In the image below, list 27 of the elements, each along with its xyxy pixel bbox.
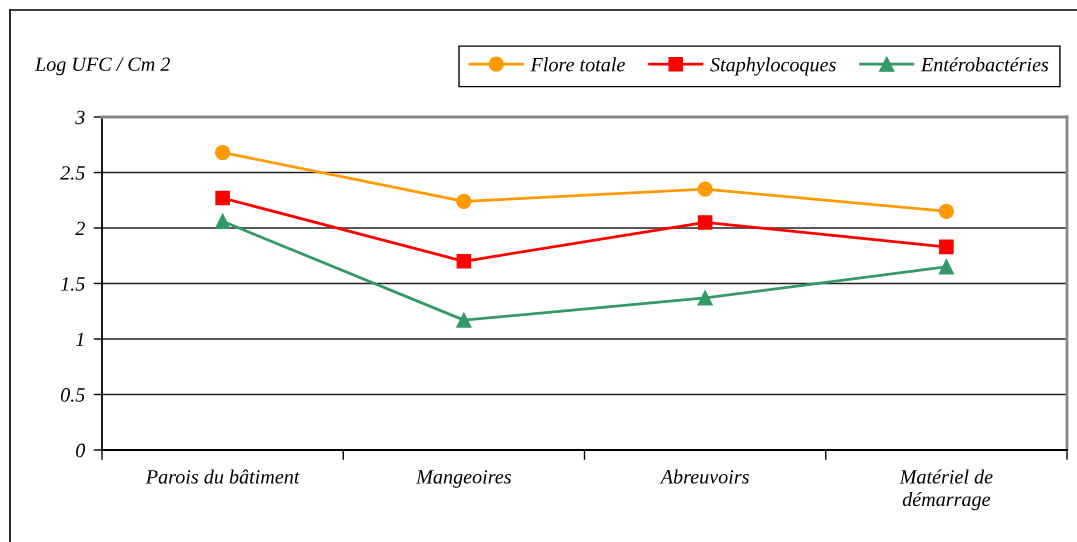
legend-label: Flore totale <box>530 57 625 72</box>
x-tick-label: Matériel de démarrage <box>899 469 993 511</box>
y-tick-label: 0.5 <box>60 388 85 402</box>
point <box>215 190 230 206</box>
point <box>938 259 955 275</box>
y-tick-label: 2 <box>75 221 85 235</box>
y-axis-title: Log UFC / Cm 2 <box>34 57 170 76</box>
y-tick-label: 0 <box>76 443 86 458</box>
x-tick-label: Mangeoires <box>415 470 511 488</box>
x-tick-label: Abreuvoirs <box>659 469 749 484</box>
point <box>697 215 713 230</box>
point <box>939 239 954 255</box>
y-tick-label: 1 <box>75 332 84 346</box>
y-tick-label: 2.5 <box>60 166 85 180</box>
y-tick-label: 3 <box>75 110 85 125</box>
point <box>697 290 713 306</box>
point <box>697 181 713 197</box>
point <box>938 203 955 219</box>
point <box>456 254 472 269</box>
point <box>456 193 472 209</box>
point <box>214 144 231 161</box>
x-tick-label: Parois du bâtiment <box>145 469 300 484</box>
point <box>456 312 472 328</box>
point <box>214 213 231 229</box>
y-tick-label: 1.5 <box>60 277 85 291</box>
legend-label: Staphylocoques <box>710 57 836 76</box>
legend-label: Entérobactéries <box>920 57 1049 72</box>
